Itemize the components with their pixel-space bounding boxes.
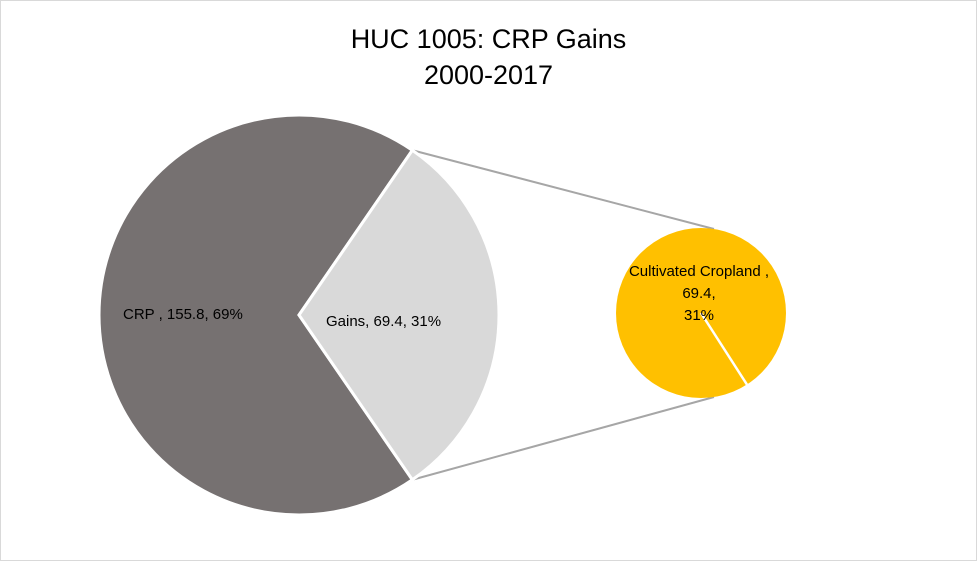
connector-line-top — [412, 149, 715, 230]
data-label-cultivated-cropland-line-1: Cultivated Cropland , — [629, 263, 769, 280]
data-label-gains: Gains, 69.4, 31% — [326, 313, 441, 330]
data-label-crp: CRP , 155.8, 69% — [123, 306, 243, 323]
secondary-pie-slice-boundary — [699, 312, 748, 386]
pie-slice-gains — [297, 148, 501, 482]
chart-title-line-1: HUC 1005: CRP Gains — [350, 24, 627, 54]
pie-slice-crp — [97, 113, 415, 517]
chart-title: HUC 1005: CRP Gains 2000-2017 — [1, 21, 976, 93]
chart-title-line-2: 2000-2017 — [423, 60, 554, 90]
data-label-cultivated-cropland-line-2: 69.4, — [682, 285, 715, 302]
connector-line-bottom — [412, 396, 715, 481]
data-label-cultivated-cropland-line-3: 31% — [684, 307, 714, 324]
